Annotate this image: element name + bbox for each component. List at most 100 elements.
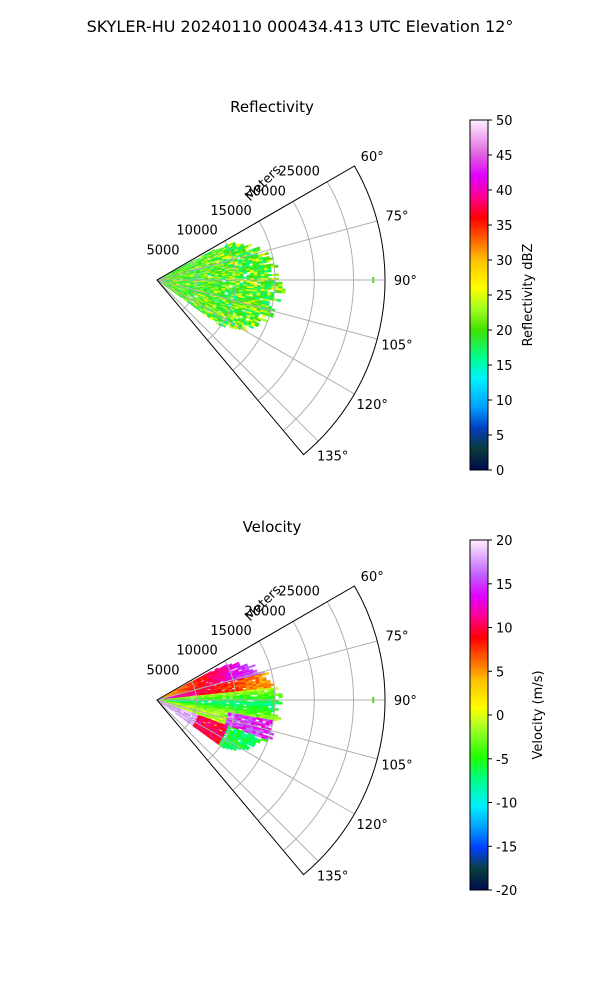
reflectivity-title: Reflectivity bbox=[230, 98, 314, 116]
reflectivity-colorbar-label: Reflectivity dBZ bbox=[521, 244, 536, 347]
reflectivity-colorbar-tick-label: 0 bbox=[496, 464, 504, 479]
velocity-data-cell bbox=[267, 703, 272, 707]
velocity-colorbar-label: Velocity (m/s) bbox=[531, 670, 546, 759]
velocity-range-ring bbox=[257, 621, 315, 821]
velocity-panel: Velocity 500010000150002000025000Meters6… bbox=[146, 518, 546, 899]
velocity-data-cell bbox=[278, 701, 283, 705]
velocity-data-cell bbox=[172, 700, 177, 702]
velocity-range-ring bbox=[181, 680, 197, 731]
reflectivity-data-cell bbox=[249, 292, 254, 296]
figure-suptitle: SKYLER-HU 20240110 000434.413 UTC Elevat… bbox=[87, 17, 514, 36]
reflectivity-data-cell bbox=[221, 324, 227, 328]
velocity-data-cell bbox=[236, 696, 241, 699]
reflectivity-range-ring bbox=[232, 220, 276, 371]
velocity-data-cell bbox=[228, 746, 233, 751]
velocity-data-cell bbox=[220, 745, 226, 750]
reflectivity-range-ring bbox=[283, 181, 355, 431]
velocity-colorbar: -20 -15 -10 -5 0 5 10 15 20 Velocity (m/s) bbox=[469, 534, 546, 899]
reflectivity-data-cell bbox=[254, 323, 259, 328]
velocity-title: Velocity bbox=[243, 518, 302, 536]
reflectivity-data-cell bbox=[246, 269, 251, 273]
velocity-data-cell bbox=[257, 694, 262, 697]
velocity-colorbar-tick-label: 20 bbox=[496, 534, 513, 549]
reflectivity-azimuth-gridline bbox=[156, 279, 378, 340]
reflectivity-colorbar-tick-label: 40 bbox=[496, 184, 513, 199]
velocity-range-tick-label: 10000 bbox=[176, 644, 217, 659]
velocity-colorbar-ticks: -20 -15 -10 -5 0 5 10 15 20 bbox=[488, 534, 517, 899]
reflectivity-colorbar: 0 5 10 15 20 25 30 35 40 45 50 Reflectivity dBZ bbox=[469, 114, 536, 479]
reflectivity-radar-field bbox=[157, 241, 375, 333]
reflectivity-data-cell bbox=[274, 290, 279, 293]
reflectivity-colorbar-tick-label: 20 bbox=[496, 324, 513, 339]
reflectivity-data-cell bbox=[260, 275, 265, 279]
velocity-polar-plot: 500010000150002000025000Meters60°75°90°1… bbox=[146, 570, 416, 885]
velocity-azimuth-gridline bbox=[156, 699, 378, 760]
velocity-data-cell bbox=[263, 688, 269, 691]
velocity-data-cell bbox=[221, 692, 226, 695]
velocity-data-cell bbox=[268, 695, 273, 699]
reflectivity-data-cell bbox=[243, 276, 248, 279]
velocity-data-cell bbox=[274, 708, 279, 711]
reflectivity-polar-plot: 500010000150002000025000Meters60°75°90°1… bbox=[146, 150, 416, 465]
reflectivity-data-cell bbox=[266, 259, 271, 263]
velocity-data-cell bbox=[251, 664, 256, 668]
reflectivity-data-cell bbox=[264, 281, 269, 285]
reflectivity-data-cell bbox=[247, 243, 252, 248]
reflectivity-range-tick-label: 10000 bbox=[176, 224, 217, 239]
reflectivity-data-cell bbox=[257, 276, 262, 279]
reflectivity-range-tick-label: 25000 bbox=[279, 165, 320, 180]
velocity-data-cell bbox=[235, 692, 240, 695]
velocity-data-cell bbox=[274, 687, 279, 690]
reflectivity-panel: Reflectivity 500010000150002000025000Met… bbox=[146, 98, 536, 479]
reflectivity-data-cell bbox=[264, 251, 270, 256]
reflectivity-data-cell bbox=[193, 284, 198, 286]
reflectivity-data-cell bbox=[257, 281, 262, 284]
velocity-data-cell bbox=[267, 693, 272, 697]
velocity-data-cell bbox=[186, 697, 191, 699]
velocity-data-cell bbox=[273, 718, 278, 722]
reflectivity-data-cell bbox=[197, 281, 202, 284]
velocity-colorbar-tick-label: 10 bbox=[496, 622, 513, 637]
velocity-data-cell bbox=[264, 701, 269, 705]
reflectivity-colorbar-tick-label: 50 bbox=[496, 114, 513, 129]
reflectivity-sector-frame bbox=[156, 165, 386, 456]
reflectivity-data-cell bbox=[225, 285, 230, 288]
velocity-data-cell bbox=[278, 693, 283, 696]
reflectivity-range-ring bbox=[207, 240, 237, 341]
reflectivity-data-cell bbox=[200, 277, 205, 279]
reflectivity-data-cell bbox=[264, 275, 269, 279]
reflectivity-data-cell bbox=[264, 273, 269, 277]
velocity-colorbar-bar bbox=[469, 539, 489, 891]
velocity-data-cell bbox=[225, 700, 230, 703]
reflectivity-data-cell bbox=[274, 273, 280, 277]
reflectivity-data-cell bbox=[229, 325, 234, 330]
reflectivity-tick-labels: 500010000150002000025000Meters60°75°90°1… bbox=[146, 150, 416, 465]
reflectivity-data-cell bbox=[224, 290, 229, 293]
velocity-radar-field bbox=[157, 661, 375, 752]
velocity-colorbar-tick-label: -10 bbox=[496, 797, 517, 812]
reflectivity-data-cell bbox=[248, 261, 253, 265]
velocity-azimuth-tick-label: 120° bbox=[357, 818, 388, 833]
reflectivity-colorbar-ticks: 0 5 10 15 20 25 30 35 40 45 50 bbox=[488, 114, 513, 479]
reflectivity-range-ring bbox=[181, 260, 197, 311]
reflectivity-data-cell bbox=[261, 314, 267, 318]
velocity-data-cell bbox=[277, 716, 282, 720]
velocity-azimuth-gridline bbox=[156, 640, 378, 701]
velocity-data-cell bbox=[255, 717, 260, 721]
velocity-range-tick-label: 20000 bbox=[245, 604, 286, 619]
velocity-colorbar-tick-label: 0 bbox=[496, 709, 504, 724]
velocity-data-cell bbox=[253, 692, 258, 696]
reflectivity-colorbar-tick-label: 15 bbox=[496, 359, 513, 374]
velocity-data-cell bbox=[221, 696, 227, 698]
velocity-range-tick-label: 5000 bbox=[146, 663, 179, 678]
reflectivity-data-cell bbox=[273, 298, 278, 302]
reflectivity-data-cell bbox=[277, 290, 283, 294]
reflectivity-data-cell bbox=[262, 260, 268, 264]
velocity-azimuth-gridline bbox=[156, 699, 319, 862]
velocity-data-cell bbox=[255, 740, 261, 744]
velocity-data-cell bbox=[189, 694, 194, 697]
reflectivity-azimuth-tick-label: 105° bbox=[381, 338, 412, 353]
reflectivity-data-cell bbox=[246, 276, 251, 279]
velocity-data-cell bbox=[278, 695, 283, 699]
